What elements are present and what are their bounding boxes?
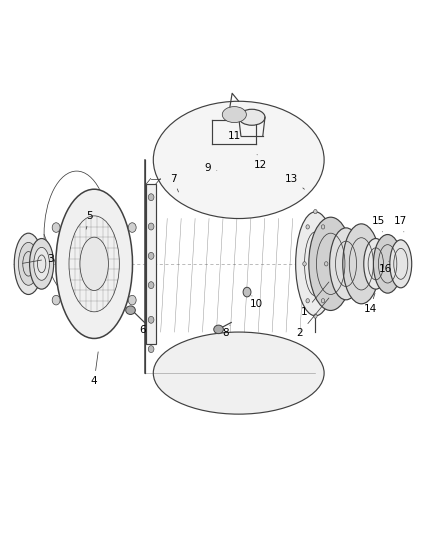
Ellipse shape — [306, 225, 309, 229]
Ellipse shape — [14, 233, 43, 294]
Ellipse shape — [314, 314, 317, 318]
Ellipse shape — [321, 225, 325, 229]
Ellipse shape — [148, 316, 154, 323]
Ellipse shape — [126, 306, 135, 314]
Text: 1: 1 — [301, 282, 329, 317]
Ellipse shape — [52, 223, 60, 232]
Ellipse shape — [56, 189, 132, 338]
Ellipse shape — [18, 243, 39, 285]
Ellipse shape — [148, 193, 154, 200]
Ellipse shape — [373, 235, 402, 293]
Ellipse shape — [296, 212, 335, 316]
Text: 7: 7 — [170, 174, 179, 192]
Ellipse shape — [325, 262, 328, 266]
Ellipse shape — [343, 224, 380, 304]
Text: 5: 5 — [86, 211, 93, 229]
Text: 11: 11 — [228, 131, 241, 141]
Text: 2: 2 — [297, 298, 329, 338]
Ellipse shape — [303, 262, 306, 266]
Ellipse shape — [148, 281, 154, 289]
Text: 9: 9 — [205, 163, 217, 173]
Ellipse shape — [34, 247, 49, 280]
Text: 17: 17 — [394, 216, 407, 232]
Ellipse shape — [153, 332, 324, 414]
Text: 6: 6 — [139, 320, 147, 335]
Text: 12: 12 — [254, 155, 267, 170]
Text: 15: 15 — [372, 216, 385, 232]
Ellipse shape — [52, 295, 60, 305]
Text: 8: 8 — [222, 325, 230, 338]
Ellipse shape — [128, 223, 136, 232]
Ellipse shape — [29, 239, 53, 289]
Ellipse shape — [239, 109, 265, 125]
Ellipse shape — [128, 295, 136, 305]
Ellipse shape — [330, 228, 363, 300]
Ellipse shape — [148, 346, 154, 353]
Text: 14: 14 — [364, 293, 377, 314]
Ellipse shape — [148, 223, 154, 230]
Ellipse shape — [314, 209, 317, 214]
Text: 3: 3 — [22, 254, 54, 263]
Ellipse shape — [243, 287, 251, 297]
Ellipse shape — [321, 298, 325, 303]
Ellipse shape — [80, 237, 109, 290]
Bar — [146, 184, 156, 344]
Ellipse shape — [214, 325, 223, 334]
Text: 4: 4 — [91, 352, 98, 386]
Text: 13: 13 — [285, 174, 304, 189]
Text: 16: 16 — [379, 261, 392, 274]
Ellipse shape — [223, 107, 246, 123]
Ellipse shape — [153, 101, 324, 219]
Ellipse shape — [364, 239, 388, 289]
Ellipse shape — [148, 253, 154, 259]
Text: 10: 10 — [250, 296, 263, 309]
Ellipse shape — [306, 298, 309, 303]
Ellipse shape — [390, 240, 412, 288]
Ellipse shape — [309, 217, 353, 310]
